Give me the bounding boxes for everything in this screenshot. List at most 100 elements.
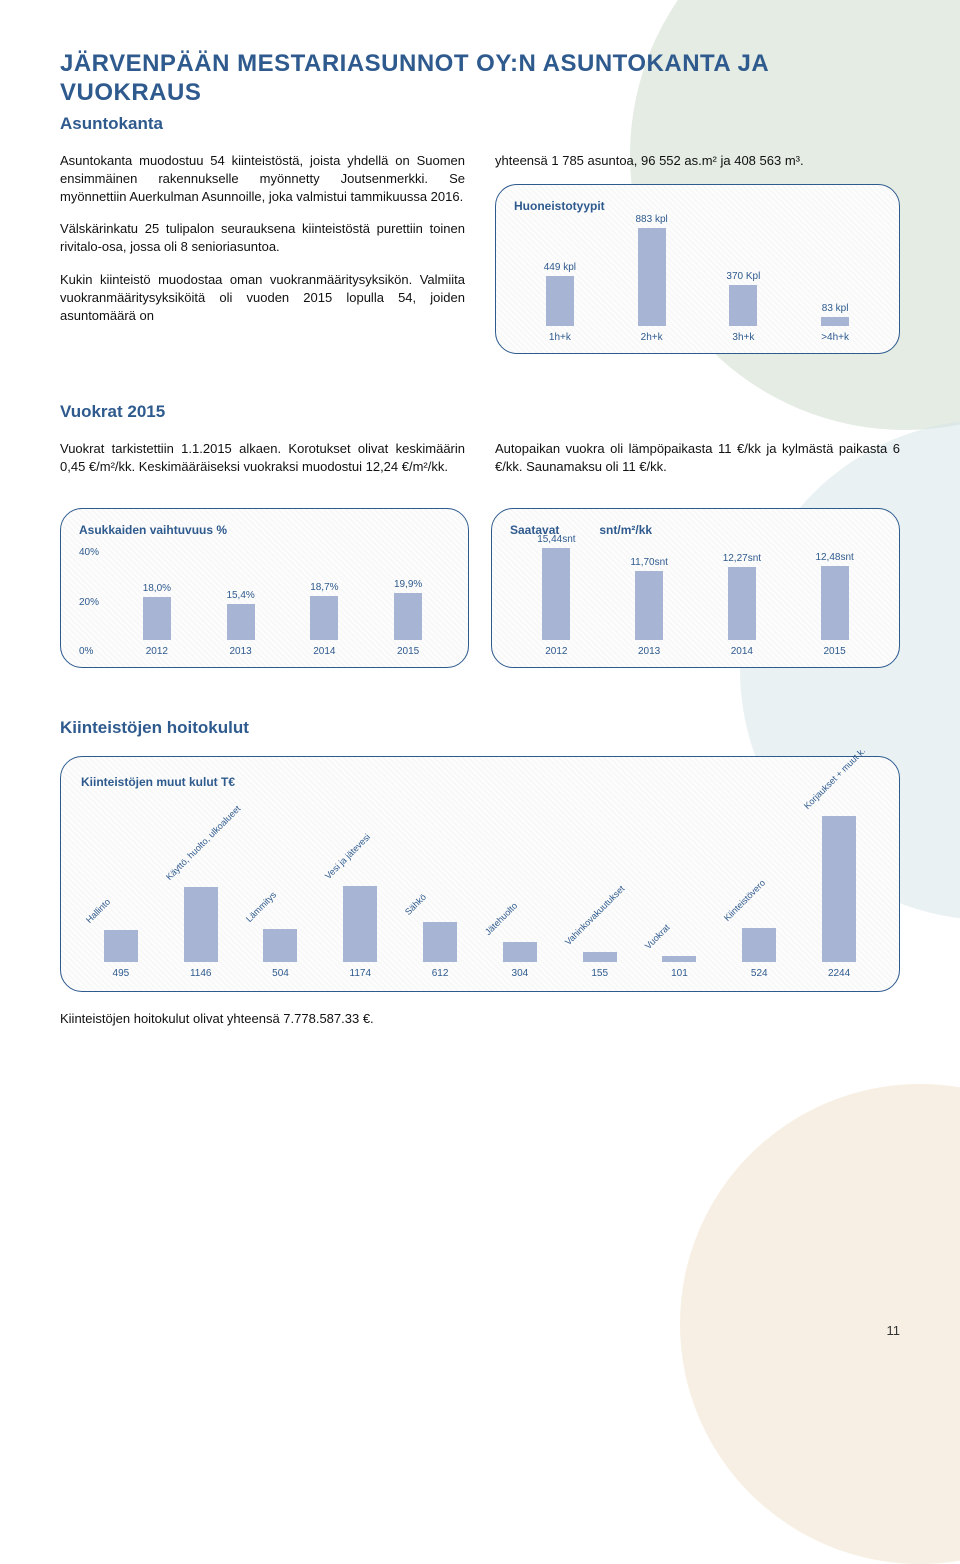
bar-category-label: >4h+k: [821, 332, 849, 343]
hoitokulut-footer: Kiinteistöjen hoitokulut olivat yhteensä…: [60, 1010, 900, 1028]
bar-rect: [394, 593, 422, 640]
bar-category-label: 1h+k: [549, 332, 571, 343]
bar-category-label: 2h+k: [641, 332, 663, 343]
bar-rect: [263, 929, 297, 962]
bar-category-label: Vuokrat: [643, 922, 672, 951]
bar-rect: [503, 942, 537, 962]
bar-value-label: 15,4%: [226, 590, 254, 601]
bar-value-label: 495: [113, 968, 130, 979]
bar-value-label: 304: [512, 968, 529, 979]
bar-value-label: 1174: [350, 968, 372, 979]
bar-rect: [104, 930, 138, 962]
axis-label: 40%: [79, 547, 99, 558]
bar-value-label: 12,48snt: [815, 552, 853, 563]
huoneisto-chart: Huoneistotyypit 449 kpl1h+k 883 kpl 2h+k 37…: [495, 184, 900, 354]
bar-rect: [638, 228, 666, 326]
chart-bar: 15,4% 2013: [199, 590, 283, 658]
hoitokulut-heading: Kiinteistöjen hoitokulut: [60, 718, 900, 738]
huoneisto-chart-title: Huoneistotyypit: [514, 199, 881, 213]
bar-rect: [822, 816, 856, 962]
bar-rect: [143, 597, 171, 640]
bar-rect: [583, 952, 617, 962]
bar-rect: [635, 571, 663, 640]
bar-category-label: Lämmitys: [244, 890, 278, 924]
bar-value-label: 370 Kpl: [726, 271, 760, 282]
bar-value-label: 12,27snt: [723, 553, 761, 564]
chart-bar: Hallinto495: [81, 930, 161, 979]
bar-category-label: 2015: [397, 646, 419, 657]
chart-bar: Vesi ja jätevesi1174: [320, 886, 400, 980]
bar-value-label: 612: [432, 968, 449, 979]
bar-category-label: Hallinto: [84, 897, 112, 925]
bar-category-label: 2014: [313, 646, 335, 657]
chart-bar: Vuokrat101: [640, 956, 720, 980]
asuntokanta-p3: Kukin kiinteistö muodostaa oman vuokranm…: [60, 271, 465, 326]
bar-category-label: Käyttö, huolto, ulkoalueet: [164, 804, 243, 883]
bar-category-label: 2014: [731, 646, 753, 657]
chart-bar: 11,70snt 2013: [603, 557, 696, 657]
asuntokanta-p4: yhteensä 1 785 asuntoa, 96 552 as.m² ja …: [495, 152, 900, 170]
saatavat-chart: Saatavat snt/m²/kk 15,44snt201211,70snt2…: [491, 508, 900, 668]
bar-value-label: 101: [671, 968, 688, 979]
bar-value-label: 155: [591, 968, 608, 979]
chart-bar: Kiinteistövero524: [719, 928, 799, 979]
bar-value-label: 18,0%: [143, 583, 171, 594]
chart-bar: Sähkö612: [400, 922, 480, 979]
bar-rect: [742, 928, 776, 962]
chart-bar: 15,44snt2012: [510, 534, 603, 657]
bar-category-label: Vahinkovakuutukset: [563, 884, 627, 948]
chart-bar: Jätehuolto304: [480, 942, 560, 979]
bar-value-label: 524: [751, 968, 768, 979]
chart-bar: 19,9% 2015: [366, 579, 450, 657]
bar-category-label: 2012: [146, 646, 168, 657]
bar-value-label: 504: [272, 968, 289, 979]
bar-category-label: 2013: [638, 646, 660, 657]
bar-value-label: 19,9%: [394, 579, 422, 590]
asuntokanta-p1: Asuntokanta muodostuu 54 kiinteistöstä, …: [60, 152, 465, 207]
chart-bar: 12,48snt 2015: [788, 552, 881, 657]
bar-value-label: 2244: [828, 968, 850, 979]
chart-bar: 449 kpl1h+k: [514, 262, 606, 343]
bar-category-label: 2015: [824, 646, 846, 657]
asuntokanta-p2: Välskärinkatu 25 tulipalon seurauksena k…: [60, 220, 465, 256]
bar-rect: [184, 887, 218, 962]
chart-bar: Vahinkovakuutukset155: [560, 952, 640, 979]
vaihtuvuus-chart-title: Asukkaiden vaihtuvuus %: [79, 523, 450, 537]
bar-rect: [423, 922, 457, 962]
bar-value-label: 883 kpl: [636, 214, 668, 225]
chart-bar: 83 kpl >4h+k: [789, 303, 881, 343]
chart-bar: 883 kpl 2h+k: [606, 214, 698, 343]
bar-value-label: 15,44snt: [537, 534, 575, 545]
saatavat-chart-unit: snt/m²/kk: [599, 523, 652, 537]
bar-rect: [729, 285, 757, 326]
chart-bar: 18,7% 2014: [283, 582, 367, 657]
vuokrat-heading: Vuokrat 2015: [60, 402, 900, 422]
page-title: JÄRVENPÄÄN MESTARIASUNNOT OY:N ASUNTOKAN…: [60, 50, 900, 108]
bar-category-label: 3h+k: [732, 332, 754, 343]
bar-category-label: 2013: [230, 646, 252, 657]
bar-rect: [310, 596, 338, 640]
bar-value-label: 83 kpl: [822, 303, 849, 314]
bar-rect: [662, 956, 696, 963]
chart-bar: Lämmitys504: [241, 929, 321, 979]
bar-category-label: Sähkö: [403, 892, 428, 917]
bar-rect: [546, 276, 574, 326]
hoitokulut-box-title: Kiinteistöjen muut kulut T€: [81, 775, 879, 789]
bar-rect: [821, 317, 849, 326]
vaihtuvuus-chart: Asukkaiden vaihtuvuus % 40%20%0% 18,0%20…: [60, 508, 469, 668]
bar-value-label: 1146: [190, 968, 212, 979]
bar-value-label: 11,70snt: [630, 557, 668, 568]
bar-category-label: Vesi ja jätevesi: [323, 831, 372, 880]
chart-bar: Korjaukset + muut k.2244: [799, 816, 879, 979]
bg-decoration: [680, 1084, 960, 1564]
vuokrat-p1: Vuokrat tarkistettiin 1.1.2015 alkaen. K…: [60, 440, 465, 476]
chart-bar: 370 Kpl 3h+k: [698, 271, 790, 343]
vuokrat-p2: Autopaikan vuokra oli lämpöpaikasta 11 €…: [495, 440, 900, 476]
bar-category-label: Jätehuolto: [483, 901, 519, 937]
bar-rect: [343, 886, 377, 963]
bar-rect: [821, 566, 849, 640]
bar-category-label: Kiinteistövero: [722, 878, 767, 923]
chart-bar: 12,27snt 2014: [696, 553, 789, 657]
chart-bar: 18,0% 2012: [115, 583, 199, 657]
bar-value-label: 18,7%: [310, 582, 338, 593]
